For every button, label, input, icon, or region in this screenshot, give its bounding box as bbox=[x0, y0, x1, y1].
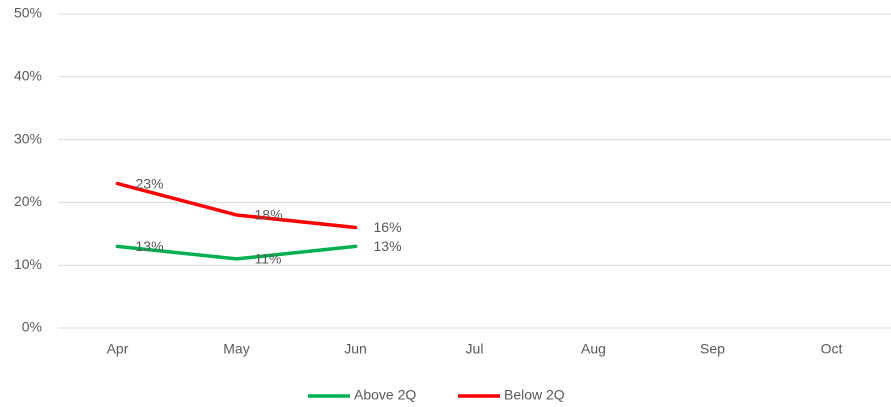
y-tick-label: 30% bbox=[14, 130, 42, 146]
data-label: 13% bbox=[374, 238, 402, 254]
y-tick-label: 50% bbox=[14, 5, 42, 21]
data-label: 13% bbox=[136, 238, 164, 254]
series-line bbox=[115, 244, 358, 261]
x-tick-label: May bbox=[223, 341, 249, 357]
series-line bbox=[115, 181, 358, 230]
x-tick-label: Jun bbox=[344, 341, 367, 357]
x-tick-label: Apr bbox=[107, 341, 129, 357]
x-tick-label: Aug bbox=[581, 341, 606, 357]
data-label: 23% bbox=[136, 175, 164, 191]
y-tick-label: 20% bbox=[14, 193, 42, 209]
x-tick-label: Sep bbox=[700, 341, 725, 357]
y-tick-label: 10% bbox=[14, 256, 42, 272]
x-tick-label: Jul bbox=[466, 341, 484, 357]
data-label: 11% bbox=[255, 251, 282, 267]
y-tick-label: 40% bbox=[14, 68, 42, 84]
y-tick-label: 0% bbox=[22, 319, 42, 335]
legend-label: Above 2Q bbox=[354, 387, 416, 403]
x-tick-label: Oct bbox=[821, 341, 843, 357]
legend-label: Below 2Q bbox=[504, 387, 565, 403]
data-label: 16% bbox=[374, 219, 402, 235]
data-label: 18% bbox=[255, 207, 283, 223]
